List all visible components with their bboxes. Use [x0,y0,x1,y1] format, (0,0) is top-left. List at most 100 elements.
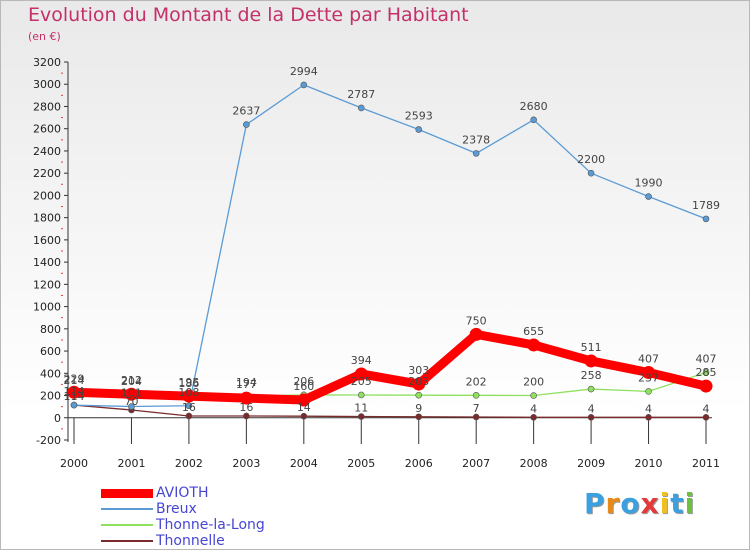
legend-label-breux: Breux [156,501,197,517]
data-label-breux: 2787 [347,88,375,101]
y-tick-label: 0 [54,412,61,425]
y-tick-label: 2000 [33,189,61,202]
logo-letter: i [659,487,671,520]
proxiti-logo: Proxiti [584,487,695,520]
x-tick-label: 2008 [520,457,548,470]
data-point-avioth [67,385,81,399]
data-label-thonnelle: 70 [124,395,138,408]
data-point-thonne-la-long [702,369,710,376]
data-point-breux [530,116,537,124]
data-point-breux [472,150,480,157]
data-point-thonnelle [357,413,365,420]
data-label-thonnelle: 16 [239,401,253,414]
logo-letter: o [620,487,641,520]
data-point-thonnelle [185,412,193,420]
y-tick-label: -200 [36,434,61,447]
logo-letter: P [584,487,606,520]
data-label-avioth: 177 [236,378,257,391]
legend-swatch-thonne-la-long [101,524,153,526]
data-point-breux [128,403,135,410]
data-point-thonnelle [702,414,710,421]
data-label-thonnelle: 9 [415,402,422,415]
data-label-breux: 2378 [462,133,490,146]
data-point-thonnelle [530,414,537,421]
data-point-thonnelle [243,412,250,420]
data-label-thonnelle: 16 [182,401,196,414]
data-label-avioth: 229 [64,372,85,385]
data-point-breux [587,169,595,177]
data-point-breux [243,121,250,128]
data-label-thonne-la-long: 186 [178,377,199,390]
x-tick-label: 2005 [347,457,375,470]
logo-letter: t [670,487,685,520]
data-point-breux [702,215,710,223]
data-point-avioth [699,379,713,393]
data-label-avioth: 750 [466,314,487,327]
data-label-breux: 2637 [232,105,260,118]
x-tick-label: 2001 [117,457,145,470]
data-label-thonne-la-long: 205 [351,375,372,388]
data-point-avioth [584,354,598,368]
data-label-thonne-la-long: 206 [293,375,314,388]
y-tick-label: 2600 [33,123,61,136]
data-label-avioth: 195 [178,376,199,389]
data-label-thonne-la-long: 204 [121,375,142,388]
x-tick-label: 2000 [60,457,88,470]
y-tick-label: 200 [40,390,61,403]
data-point-avioth [412,377,426,391]
data-label-breux: 2593 [405,109,433,122]
data-point-thonne-la-long [530,392,537,399]
y-tick-label: 1400 [33,256,61,269]
data-label-avioth: 511 [581,341,602,354]
data-point-thonnelle [645,414,652,421]
data-label-breux: 2680 [520,100,548,113]
data-label-thonne-la-long: 203 [408,375,429,388]
series-line-avioth [69,329,711,405]
data-point-thonne-la-long [645,388,652,395]
data-point-avioth [642,366,656,380]
data-point-avioth [354,367,368,381]
series-line-breux [73,84,707,408]
x-tick-label: 2007 [462,457,490,470]
data-label-thonne-la-long: 194 [236,376,257,389]
y-tick-label: 1800 [33,212,61,225]
logo-letter: i [684,487,696,520]
data-label-thonne-la-long: 202 [466,375,487,388]
y-tick-label: 800 [40,323,61,336]
y-tick-label: 2200 [33,167,61,180]
data-label-thonnelle: 7 [473,402,480,415]
data-label-thonnelle: 114 [64,390,85,403]
data-label-thonnelle: 4 [530,402,537,415]
data-label-avioth: 655 [523,325,544,338]
data-point-avioth [182,389,196,403]
data-label-breux: 1789 [692,199,720,212]
data-point-breux [185,402,193,410]
data-point-breux [645,193,652,200]
data-label-breux: 2994 [290,65,318,78]
data-label-breux: 2200 [577,153,605,166]
legend-swatch-thonnelle [101,540,153,542]
legend-label-thonnelle: Thonnelle [156,533,225,549]
x-tick-label: 2011 [692,457,720,470]
legend-label-avioth: AVIOTH [156,485,209,501]
logo-letter: r [605,487,621,520]
data-point-avioth [239,391,253,405]
data-point-avioth [297,393,311,407]
y-tick-label: 2800 [33,100,61,113]
y-tick-label: 600 [40,345,61,358]
data-point-breux [70,401,78,409]
data-label-thonne-la-long: 237 [638,371,659,384]
y-tick-label: 3200 [33,56,61,69]
data-label-avioth: 407 [638,353,659,366]
data-label-avioth: 160 [293,380,314,393]
data-point-thonnelle [415,413,423,421]
data-label-thonne-la-long: 258 [581,369,602,382]
data-label-thonnelle: 4 [703,402,710,415]
chart-title: Evolution du Montant de la Dette par Hab… [28,4,469,26]
data-point-thonne-la-long [415,391,423,399]
data-point-breux [300,81,308,89]
data-label-thonne-la-long: 200 [523,376,544,389]
x-tick-label: 2006 [405,457,433,470]
